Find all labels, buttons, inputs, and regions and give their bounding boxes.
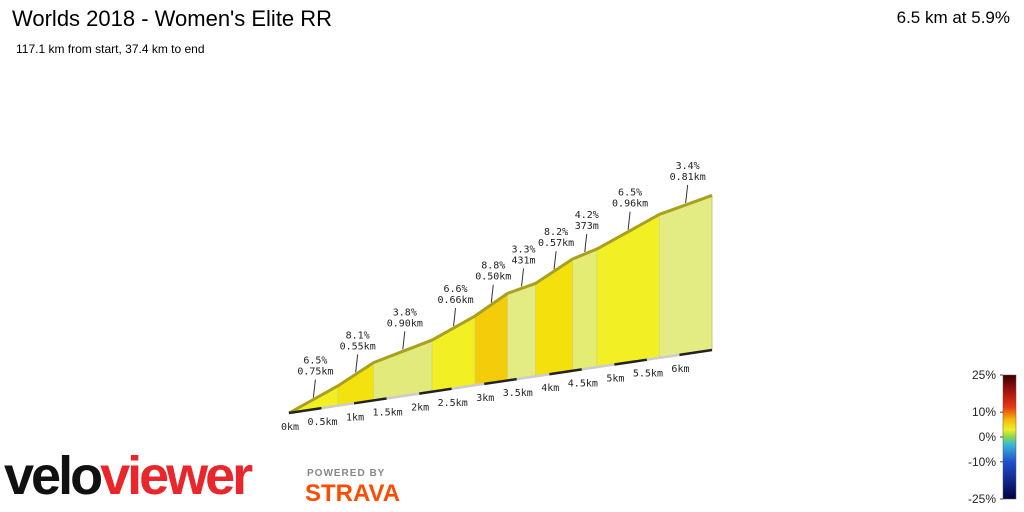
baseline-dash xyxy=(549,368,583,376)
baseline-dash xyxy=(516,372,550,381)
segment-length-label: 431m xyxy=(511,255,535,266)
gradient-scale-label: 25% xyxy=(972,368,996,382)
segment-grade-label: 4.2% xyxy=(575,210,599,221)
distance-tick-label: 5km xyxy=(606,374,624,385)
distance-tick-label: 2km xyxy=(411,403,429,414)
baseline-dash xyxy=(614,358,648,366)
gradient-scale-label: -25% xyxy=(968,492,996,506)
profile-segment xyxy=(596,213,660,368)
segment-leader xyxy=(627,211,631,230)
profile-outline xyxy=(288,194,713,415)
gradient-scale-label: 0% xyxy=(979,430,997,444)
segment-grade-label: 8.1% xyxy=(346,330,370,341)
segment-leader xyxy=(355,354,359,373)
distance-tick-label: 3.5km xyxy=(503,388,533,399)
segment-length-label: 0.50km xyxy=(475,272,511,283)
segment-leader xyxy=(490,284,494,303)
distance-tick-label: 4km xyxy=(541,383,559,394)
climb-summary: 6.5 km at 5.9% xyxy=(896,8,1010,27)
distance-tick-label: 2.5km xyxy=(438,398,468,409)
segment-grade-label: 3.4% xyxy=(676,161,700,172)
segment-length-label: 0.75km xyxy=(297,366,333,377)
segment-grade-label: 6.6% xyxy=(443,284,467,295)
baseline-dash xyxy=(288,406,322,415)
distance-tick-label: 6km xyxy=(671,364,689,375)
profile-segment xyxy=(572,248,598,372)
segment-leader xyxy=(453,307,457,327)
segment-grade-label: 3.3% xyxy=(511,244,535,255)
baseline-dash xyxy=(321,402,355,410)
profile-segment xyxy=(659,195,713,359)
distance-tick-label: 5.5km xyxy=(633,369,663,380)
baseline-dash xyxy=(386,392,420,400)
segment-position: 117.1 km from start, 37.4 km to end xyxy=(16,42,205,56)
segment-length-label: 0.96km xyxy=(612,199,648,210)
segment-length-label: 0.66km xyxy=(437,295,473,306)
segment-grade-label: 8.8% xyxy=(481,261,505,272)
baseline-dash xyxy=(646,353,680,361)
gradient-scale: 25% 10% 0% -10% -25% xyxy=(968,368,1017,506)
strava-logo: STRAVA xyxy=(305,480,401,507)
powered-by-label: POWERED BY xyxy=(307,468,386,479)
distance-tick-label: 0.5km xyxy=(307,417,337,428)
gradient-scale-label: 10% xyxy=(972,405,996,419)
segment-leader xyxy=(685,184,689,203)
segment-leader xyxy=(312,379,316,398)
gradient-scale-label: -10% xyxy=(968,455,996,469)
page-title: Worlds 2018 - Women's Elite RR xyxy=(12,6,333,31)
distance-tick-label: 0km xyxy=(281,422,299,433)
segment-length-label: 0.90km xyxy=(387,318,423,329)
segment-grade-label: 8.2% xyxy=(544,227,568,238)
distance-tick-label: 4.5km xyxy=(568,378,598,389)
segment-leader xyxy=(553,251,557,270)
baseline-dash xyxy=(484,377,517,386)
segment-leader xyxy=(402,331,406,350)
veloviewer-logo: veloviewer xyxy=(4,446,253,506)
baseline-dash xyxy=(451,382,485,391)
distance-tick-label: 1.5km xyxy=(373,407,403,418)
segment-length-label: 373m xyxy=(575,221,599,232)
segment-length-label: 0.81km xyxy=(670,172,706,183)
segment-grade-label: 3.8% xyxy=(393,307,417,318)
distance-tick-label: 1km xyxy=(346,412,364,423)
segment-grade-label: 6.5% xyxy=(618,188,642,199)
segment-length-label: 0.57km xyxy=(538,238,574,249)
profile-segment xyxy=(535,258,573,377)
baseline-dash xyxy=(353,397,387,405)
baseline-dash xyxy=(418,387,452,395)
baseline-dash xyxy=(679,348,713,357)
gradient-scale-bar xyxy=(1002,374,1017,500)
baseline-dash xyxy=(581,363,615,371)
distance-tick-label: 3km xyxy=(476,393,494,404)
segment-length-label: 0.55km xyxy=(340,341,376,352)
segment-grade-label: 6.5% xyxy=(303,355,327,366)
segment-leader xyxy=(584,233,588,253)
profile-segment xyxy=(474,292,508,386)
profile-segment xyxy=(507,282,536,381)
segment-leader xyxy=(521,268,525,287)
